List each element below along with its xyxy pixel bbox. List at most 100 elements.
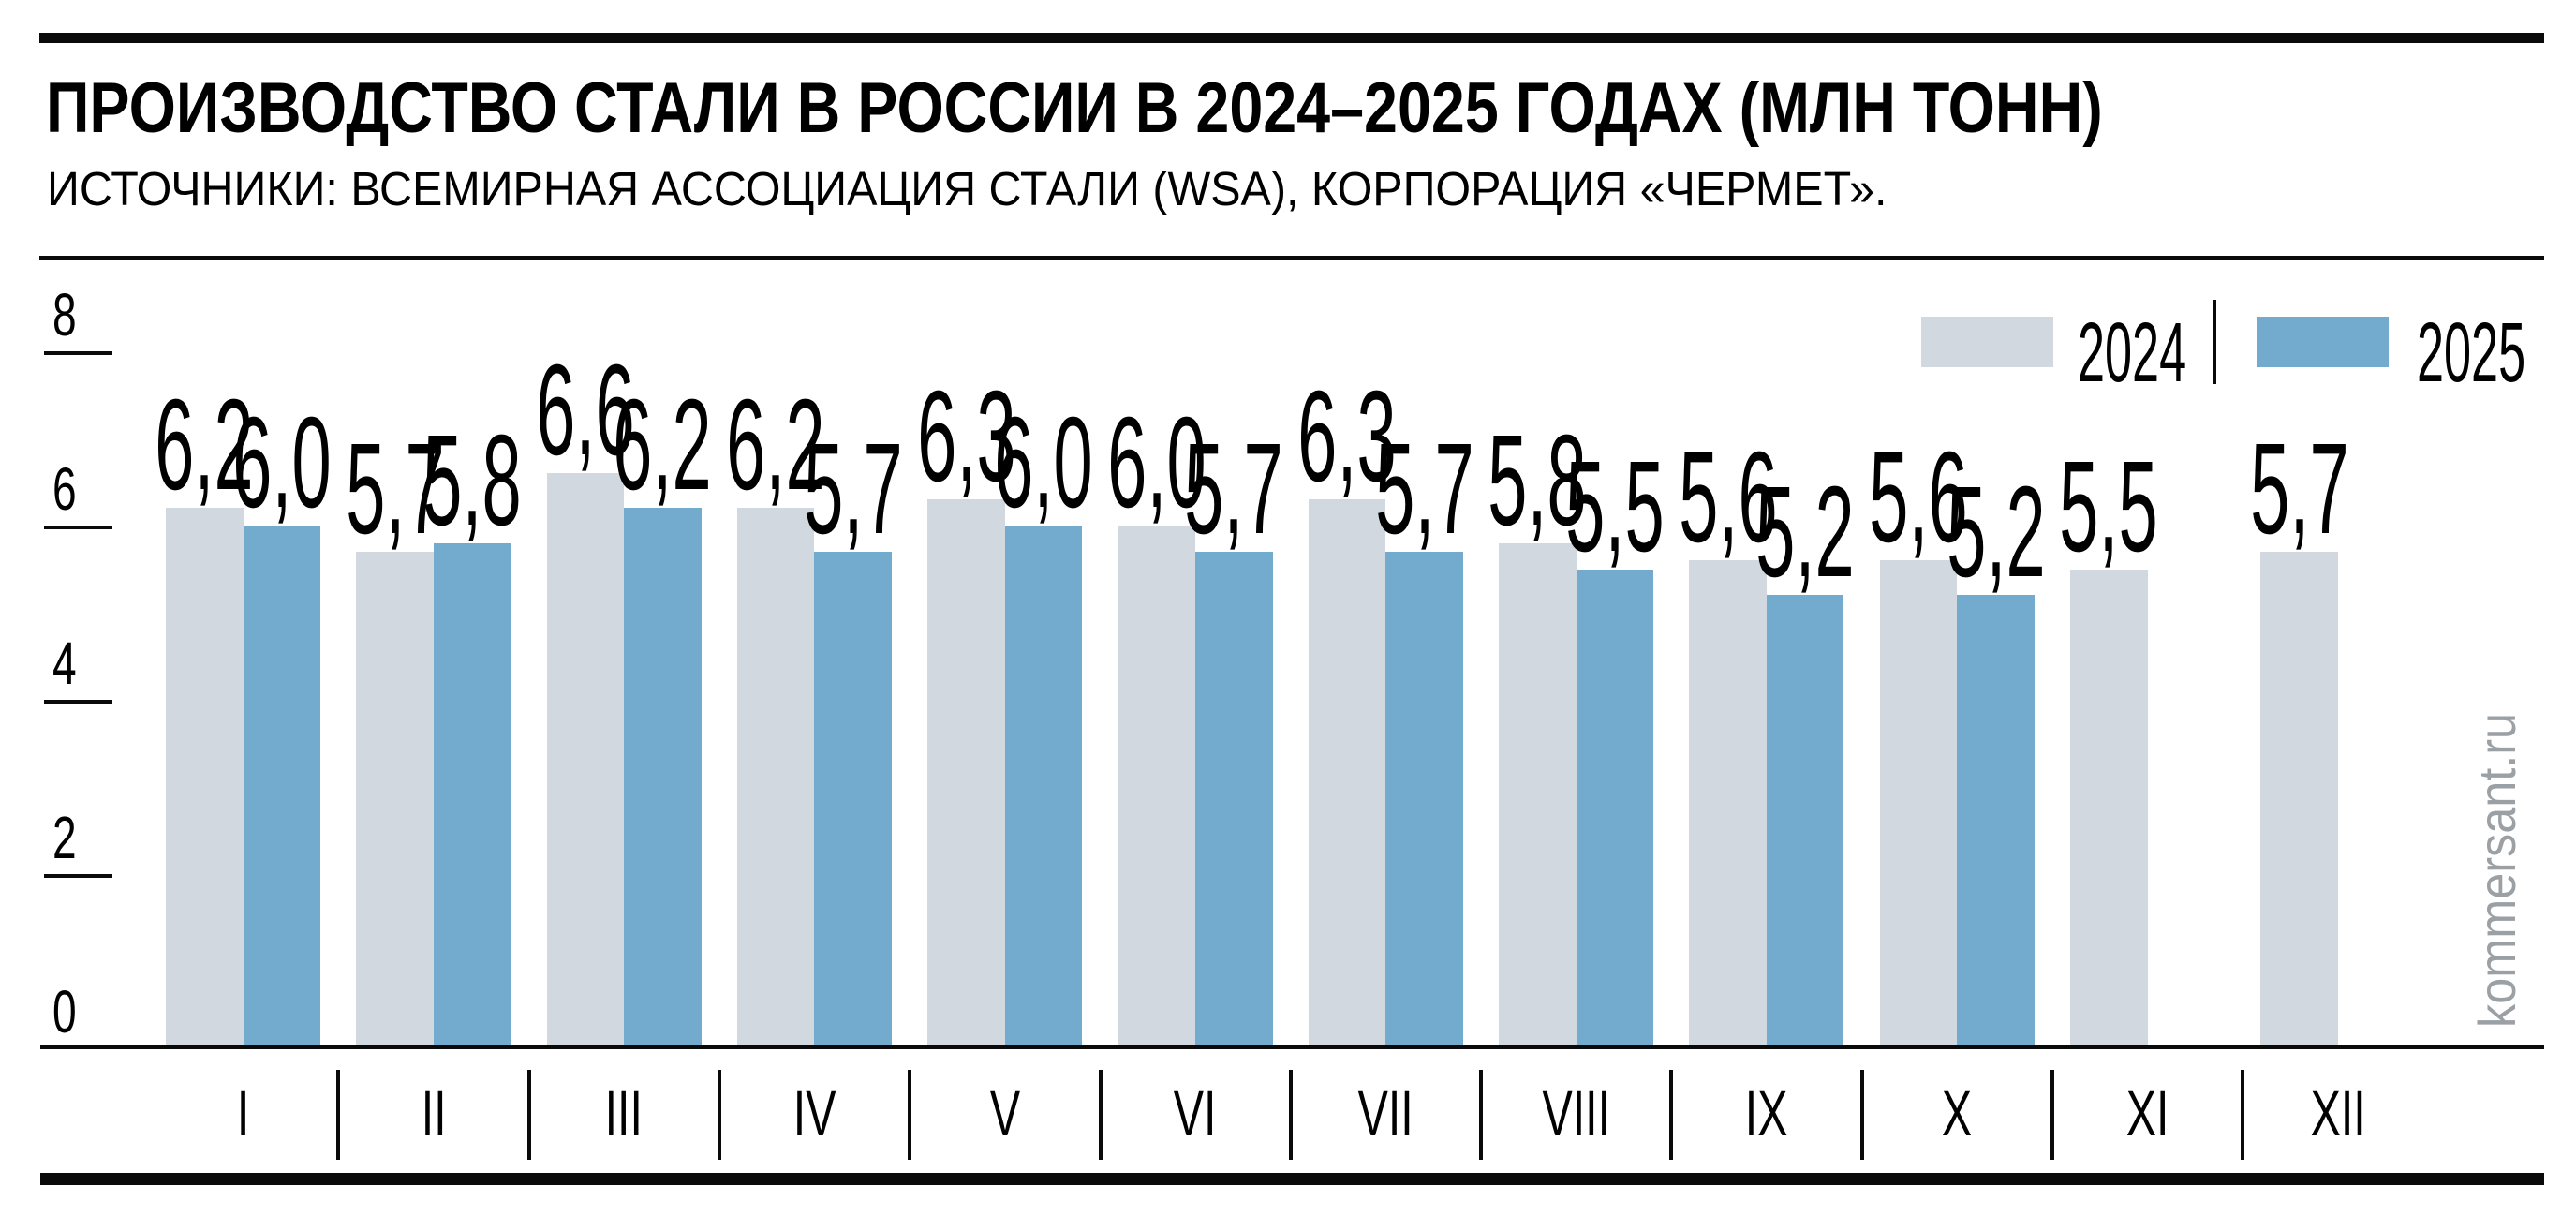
bar-value-label-text: 5,5 <box>2059 434 2159 579</box>
y-tick-label-text: 6 <box>52 455 77 523</box>
legend-swatch-2025 <box>2257 317 2389 367</box>
category-label-text: XI <box>2125 1077 2169 1149</box>
legend-label-2025: 2025 <box>2417 306 2576 400</box>
bar-2025 <box>624 508 702 1048</box>
bar-2024 <box>546 473 625 1048</box>
category-label: VII <box>1292 1077 1479 1149</box>
bottom-rule-bar <box>40 1173 2544 1185</box>
legend-label-2024-text: 2024 <box>2078 306 2187 400</box>
bar-value-label-text: 5,2 <box>1755 460 1855 605</box>
legend-divider-line <box>2213 300 2216 384</box>
bar-value-label-2024: 6,0 <box>1063 391 1251 535</box>
category-label: II <box>340 1081 527 1146</box>
bar-2024 <box>736 508 815 1048</box>
category-label-text: III <box>604 1077 644 1149</box>
bar-value-label-text: 5,7 <box>803 416 903 561</box>
top-rule-bar <box>39 33 2544 43</box>
y-tick-label-text: 2 <box>52 804 77 871</box>
category-label: XI <box>2054 1077 2242 1149</box>
bar-2024 <box>1118 526 1195 1048</box>
bar-2024 <box>927 499 1005 1048</box>
category-separator <box>908 1070 912 1160</box>
category-separator <box>1288 1070 1293 1160</box>
bar-value-label-text: 5,6 <box>1678 425 1778 571</box>
legend-label-2025-text: 2025 <box>2417 306 2526 400</box>
bar-value-label-2025: 5,7 <box>760 416 947 561</box>
category-label: IX <box>1673 1077 1860 1149</box>
y-tick-label: 4 <box>52 630 86 697</box>
legend-swatch-2024 <box>1921 317 2053 367</box>
bar-2024 <box>1689 560 1767 1048</box>
bar-value-label-2024: 6,6 <box>492 338 679 483</box>
category-label-text: V <box>989 1077 1020 1149</box>
bar-value-label-2025: 5,5 <box>1521 434 1709 579</box>
bar-value-label-2024: 6,3 <box>1253 372 1441 501</box>
bar-2025 <box>433 542 511 1048</box>
y-tick-label: 8 <box>52 285 86 345</box>
bar-value-label-text: 5,8 <box>1488 408 1588 553</box>
bar-2025 <box>1576 569 1654 1048</box>
category-separator <box>1098 1070 1103 1160</box>
watermark-text: kommersant.ru <box>2467 712 2526 1028</box>
source-line-text: ИСТОЧНИКИ: ВСЕМИРНАЯ АССОЦИАЦИЯ СТАЛИ (W… <box>47 162 1888 215</box>
category-label: IV <box>720 1077 908 1149</box>
bar-value-label-2025: 6,0 <box>188 391 376 535</box>
bar-value-label-text: 6,0 <box>231 391 332 535</box>
bar-value-label-text: 5,6 <box>1869 425 1968 571</box>
category-label-text: I <box>236 1077 250 1149</box>
bar-value-label-text: 6,2 <box>155 373 255 518</box>
header-divider-rule <box>39 256 2544 260</box>
bar-2025 <box>1385 551 1463 1048</box>
category-separator <box>526 1070 531 1160</box>
category-separator <box>2050 1070 2054 1160</box>
category-separator <box>1669 1070 1674 1160</box>
bar-2024 <box>1499 542 1577 1048</box>
bar-value-label-2025: 6,2 <box>569 380 756 510</box>
category-label-text: XII <box>2310 1077 2366 1149</box>
bar-2024 <box>1308 499 1386 1048</box>
bar-2024 <box>2070 569 2148 1048</box>
bar-value-label-2025: 5,2 <box>1902 467 2089 597</box>
bar-value-label-text: 6,0 <box>1106 391 1207 535</box>
watermark: kommersant.ru <box>2467 712 2526 1028</box>
bar-value-label-2024: 5,7 <box>302 424 489 554</box>
category-separator <box>2241 1070 2245 1160</box>
y-tick-line <box>44 700 112 704</box>
bar-value-label-2025: 5,7 <box>1140 416 1327 561</box>
source-line: ИСТОЧНИКИ: ВСЕМИРНАЯ АССОЦИАЦИЯ СТАЛИ (W… <box>47 165 1984 213</box>
y-tick-line <box>44 351 112 355</box>
category-label-text: IV <box>792 1077 836 1149</box>
bar-value-label-text: 6,0 <box>994 391 1093 535</box>
bar-value-label-text: 5,7 <box>1184 416 1284 561</box>
category-label: VIII <box>1483 1077 1670 1149</box>
category-label-text: VIII <box>1542 1077 1610 1149</box>
category-label: VI <box>1102 1081 1289 1146</box>
x-axis-line <box>40 1045 2544 1049</box>
bar-value-label-text: 5,5 <box>1565 434 1665 579</box>
category-separator <box>1859 1070 1864 1160</box>
bar-value-label-2024: 6,3 <box>872 364 1059 510</box>
bar-2024 <box>1879 560 1958 1048</box>
bar-value-label-text: 5,7 <box>2249 416 2349 561</box>
y-tick-label-text: 4 <box>52 630 77 697</box>
bar-value-label-2024: 5,7 <box>2206 416 2393 561</box>
category-separator <box>1479 1070 1484 1160</box>
y-tick-label: 6 <box>52 455 86 523</box>
category-label-text: IX <box>1745 1077 1788 1149</box>
bar-value-label-2024: 6,2 <box>682 373 869 518</box>
bar-2025 <box>1195 551 1273 1048</box>
bar-value-label-text: 5,8 <box>422 408 522 553</box>
y-tick-label: 2 <box>52 804 86 871</box>
category-separator <box>717 1070 721 1160</box>
category-label-text: VII <box>1357 1077 1414 1149</box>
y-tick-line <box>44 874 112 878</box>
bar-value-label-2024: 5,8 <box>1443 408 1631 553</box>
bar-value-label-text: 6,2 <box>726 373 825 518</box>
bar-value-label-2025: 5,7 <box>1331 424 1518 554</box>
bar-2024 <box>166 508 244 1048</box>
bar-2025 <box>1766 595 1844 1048</box>
bar-value-label-text: 6,3 <box>916 364 1016 510</box>
bar-value-label-2024: 5,6 <box>1825 425 2012 571</box>
bar-value-label-text: 6,6 <box>536 338 635 483</box>
bar-2024 <box>356 551 434 1048</box>
